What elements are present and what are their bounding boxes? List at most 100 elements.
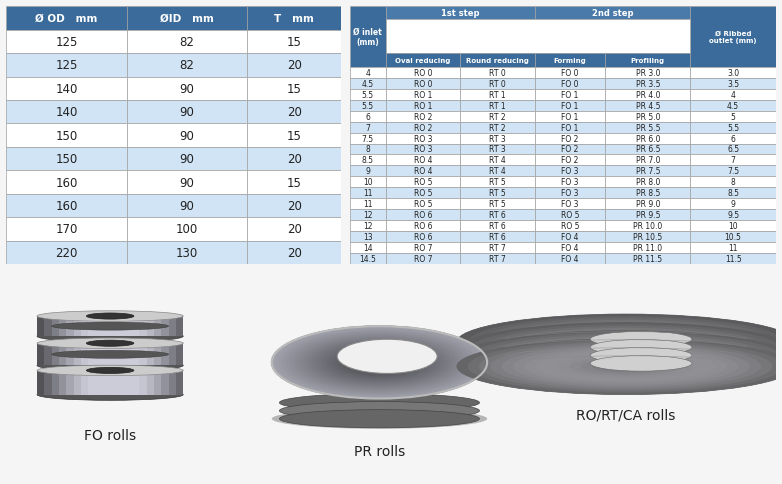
- Polygon shape: [691, 177, 776, 188]
- Text: RO 5: RO 5: [414, 178, 432, 187]
- Polygon shape: [127, 7, 247, 30]
- Polygon shape: [161, 371, 169, 395]
- Polygon shape: [605, 68, 691, 78]
- Polygon shape: [350, 242, 386, 254]
- Text: RO 4: RO 4: [414, 167, 432, 176]
- Polygon shape: [350, 210, 386, 221]
- Polygon shape: [350, 90, 386, 101]
- Polygon shape: [247, 101, 341, 124]
- Ellipse shape: [580, 359, 671, 374]
- Polygon shape: [350, 254, 386, 264]
- Text: 10.5: 10.5: [725, 233, 741, 242]
- Text: 5.5: 5.5: [361, 91, 374, 100]
- Ellipse shape: [592, 345, 659, 356]
- Ellipse shape: [608, 21, 618, 30]
- Polygon shape: [45, 344, 52, 365]
- Polygon shape: [6, 124, 127, 148]
- Polygon shape: [74, 371, 81, 395]
- Ellipse shape: [547, 337, 705, 363]
- Text: 7: 7: [730, 156, 736, 165]
- Polygon shape: [691, 188, 776, 199]
- Polygon shape: [386, 54, 461, 68]
- Polygon shape: [386, 7, 535, 20]
- Ellipse shape: [569, 357, 682, 376]
- Text: PR 6.5: PR 6.5: [636, 145, 660, 154]
- Text: RT 5: RT 5: [490, 178, 506, 187]
- Ellipse shape: [536, 328, 716, 358]
- Ellipse shape: [468, 333, 782, 385]
- Polygon shape: [52, 317, 59, 336]
- Text: 160: 160: [56, 176, 77, 189]
- Text: Forming: Forming: [554, 58, 586, 64]
- Polygon shape: [691, 7, 776, 68]
- Polygon shape: [461, 90, 535, 101]
- Polygon shape: [125, 317, 132, 336]
- Text: 20: 20: [287, 106, 302, 119]
- Polygon shape: [127, 124, 247, 148]
- Polygon shape: [95, 371, 102, 395]
- Polygon shape: [139, 344, 147, 365]
- Text: 20: 20: [287, 199, 302, 212]
- Text: 15: 15: [287, 129, 302, 142]
- Ellipse shape: [455, 21, 466, 30]
- Ellipse shape: [457, 315, 782, 371]
- Text: 130: 130: [176, 246, 198, 259]
- Polygon shape: [247, 30, 341, 54]
- Polygon shape: [95, 317, 102, 336]
- Polygon shape: [59, 344, 66, 365]
- Polygon shape: [247, 124, 341, 148]
- Polygon shape: [691, 221, 776, 232]
- Ellipse shape: [372, 360, 386, 365]
- Polygon shape: [102, 344, 110, 365]
- Polygon shape: [461, 188, 535, 199]
- Polygon shape: [691, 155, 776, 166]
- Text: RO/RT/CA rolls: RO/RT/CA rolls: [576, 408, 676, 422]
- Polygon shape: [605, 188, 691, 199]
- Ellipse shape: [490, 328, 761, 373]
- Ellipse shape: [569, 341, 682, 360]
- Ellipse shape: [612, 45, 616, 50]
- Ellipse shape: [490, 344, 761, 389]
- Polygon shape: [386, 144, 461, 155]
- Ellipse shape: [501, 322, 750, 363]
- Text: 3.5: 3.5: [727, 79, 739, 89]
- Text: Oval reducing: Oval reducing: [396, 58, 450, 64]
- Polygon shape: [6, 30, 127, 54]
- Ellipse shape: [297, 335, 462, 390]
- Polygon shape: [52, 371, 59, 395]
- Polygon shape: [81, 344, 88, 365]
- Text: RO 7: RO 7: [414, 243, 432, 253]
- Ellipse shape: [271, 326, 487, 399]
- Text: 125: 125: [56, 36, 77, 49]
- Ellipse shape: [479, 342, 773, 391]
- Polygon shape: [169, 344, 176, 365]
- Polygon shape: [461, 111, 535, 122]
- Polygon shape: [605, 111, 691, 122]
- Polygon shape: [691, 133, 776, 144]
- Polygon shape: [386, 242, 461, 254]
- Polygon shape: [386, 90, 461, 101]
- Text: 15: 15: [287, 83, 302, 95]
- Ellipse shape: [468, 316, 782, 369]
- Polygon shape: [127, 171, 247, 194]
- Ellipse shape: [457, 338, 782, 395]
- Polygon shape: [37, 371, 183, 395]
- Text: 20: 20: [287, 153, 302, 166]
- Polygon shape: [154, 344, 161, 365]
- Polygon shape: [247, 171, 341, 194]
- Ellipse shape: [603, 339, 648, 346]
- Polygon shape: [176, 344, 183, 365]
- Text: 9: 9: [365, 167, 370, 176]
- Text: RO 3: RO 3: [414, 134, 432, 143]
- Text: RO 3: RO 3: [414, 145, 432, 154]
- Ellipse shape: [37, 389, 183, 400]
- Text: 2nd step: 2nd step: [592, 9, 633, 18]
- Ellipse shape: [279, 402, 479, 420]
- Polygon shape: [169, 317, 176, 336]
- Text: 160: 160: [56, 199, 77, 212]
- Polygon shape: [6, 77, 127, 101]
- Ellipse shape: [593, 34, 601, 38]
- Text: 20: 20: [287, 246, 302, 259]
- Polygon shape: [691, 144, 776, 155]
- Ellipse shape: [52, 350, 169, 359]
